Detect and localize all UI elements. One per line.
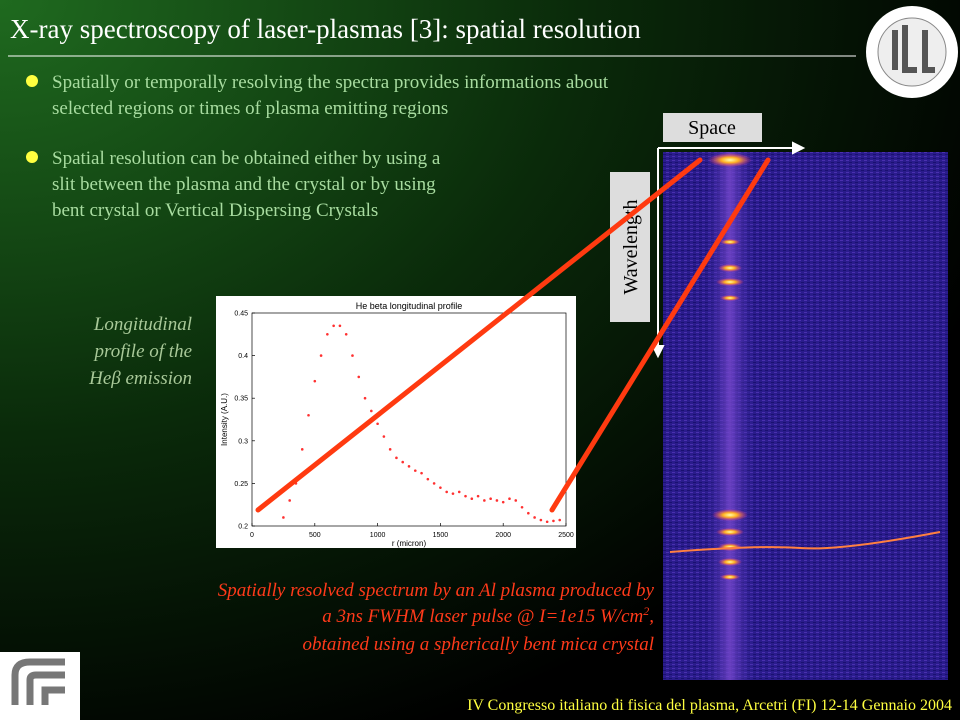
data-point	[451, 492, 455, 495]
data-point	[401, 460, 405, 464]
data-point	[313, 379, 317, 383]
y-tick-label: 0.25	[234, 481, 248, 488]
y-tick-label: 0.4	[238, 353, 248, 360]
caption-line: Spatially resolved spectrum by an Al pla…	[218, 580, 655, 601]
x-tick-label: 0	[250, 532, 254, 539]
data-point	[363, 396, 367, 400]
bullet-dot	[26, 151, 38, 163]
profile-label-line: Heβ emission	[88, 368, 192, 389]
data-point	[483, 499, 486, 502]
data-point	[495, 499, 499, 502]
data-point	[351, 354, 354, 357]
lab-logo	[866, 6, 958, 98]
data-point	[514, 499, 518, 502]
data-point	[395, 456, 398, 460]
chart: He beta longitudinal profile r (micron) In…	[220, 301, 574, 548]
data-point	[319, 354, 323, 357]
data-point	[445, 490, 448, 494]
data-point	[407, 465, 411, 468]
institute-logo	[0, 652, 80, 720]
x-tick-label: 500	[309, 532, 321, 539]
data-point	[520, 505, 524, 509]
space-box	[663, 113, 762, 142]
pointer-lines	[255, 157, 771, 513]
caption-text: ,	[649, 606, 654, 627]
data-point	[533, 516, 536, 519]
data-point	[501, 500, 505, 504]
data-point	[539, 518, 543, 522]
data-point	[527, 511, 530, 515]
data-point	[413, 469, 417, 472]
y-tick-label: 0.35	[234, 396, 248, 403]
data-point	[357, 375, 361, 379]
caption-line: a 3ns FWHM laser pulse @ I=1e15 W/cm2,	[322, 604, 654, 627]
caption-superscript: 2	[643, 604, 649, 618]
x-tick-label: 2000	[495, 532, 511, 539]
data-point	[476, 494, 480, 498]
data-point	[326, 333, 329, 336]
y-tick-label: 0.2	[238, 524, 248, 531]
space-label: Space	[688, 117, 736, 139]
data-point	[489, 497, 492, 501]
data-point	[376, 422, 379, 426]
footer: IV Congresso italiano di fisica del plas…	[467, 697, 952, 714]
plot-area	[251, 312, 567, 527]
bullet-text: slit between the plasma and the crystal …	[52, 174, 436, 195]
wavelength-label: Wavelength	[620, 199, 642, 294]
bullet-text: Spatially or temporally resolving the sp…	[52, 72, 609, 93]
title: X-ray spectroscopy of laser-plasmas [3]:…	[10, 14, 641, 44]
y-tick-label: 0.45	[234, 311, 248, 318]
data-point	[457, 490, 461, 494]
axis-arrows	[651, 141, 806, 359]
profile-label-line: Longitudinal	[93, 314, 192, 335]
data-point	[370, 409, 373, 413]
data-point	[426, 477, 430, 481]
x-tick-label: 2500	[558, 532, 574, 539]
profile-label-line: profile of the	[93, 341, 192, 362]
y-tick-label: 0.3	[238, 438, 248, 445]
bullet-dot	[26, 75, 38, 87]
bullets: Spatially or temporally resolving the sp…	[26, 72, 609, 221]
data-point	[382, 435, 386, 438]
data-point	[464, 494, 467, 498]
wavelength-box	[610, 172, 650, 322]
data-point	[420, 471, 423, 475]
data-point	[439, 486, 442, 489]
data-point	[307, 413, 310, 417]
data-point	[508, 497, 511, 501]
data-point	[558, 518, 562, 522]
data-point	[552, 519, 555, 523]
caption-line: obtained using a spherically bent mica c…	[303, 634, 654, 655]
bullet-text: Spatial resolution can be obtained eithe…	[52, 148, 441, 169]
data-point	[300, 448, 304, 451]
bullet-text: bent crystal or Vertical Dispersing Crys…	[52, 200, 378, 221]
spectrum-image	[663, 152, 948, 680]
chart-title: He beta longitudinal profile	[356, 301, 463, 311]
data-point	[344, 333, 348, 336]
data-point	[288, 499, 291, 502]
data-point	[338, 324, 342, 328]
caption-text: a 3ns FWHM laser pulse @ I=1e15 W/cm	[322, 606, 643, 627]
profile-label: Longitudinal profile of the Heβ emission	[88, 314, 192, 389]
y-axis-label: Intensity (A.U.)	[220, 393, 229, 446]
data-point	[282, 516, 285, 519]
data-point	[332, 324, 335, 328]
x-tick-label: 1500	[433, 532, 449, 539]
data-point	[470, 497, 474, 501]
x-tick-label: 1000	[370, 532, 386, 539]
data-point	[432, 482, 436, 485]
data-point	[388, 448, 392, 451]
data-point	[545, 520, 549, 524]
x-axis-label: r (micron)	[392, 539, 427, 548]
bullet-text: selected regions or times of plasma emit…	[52, 98, 448, 119]
